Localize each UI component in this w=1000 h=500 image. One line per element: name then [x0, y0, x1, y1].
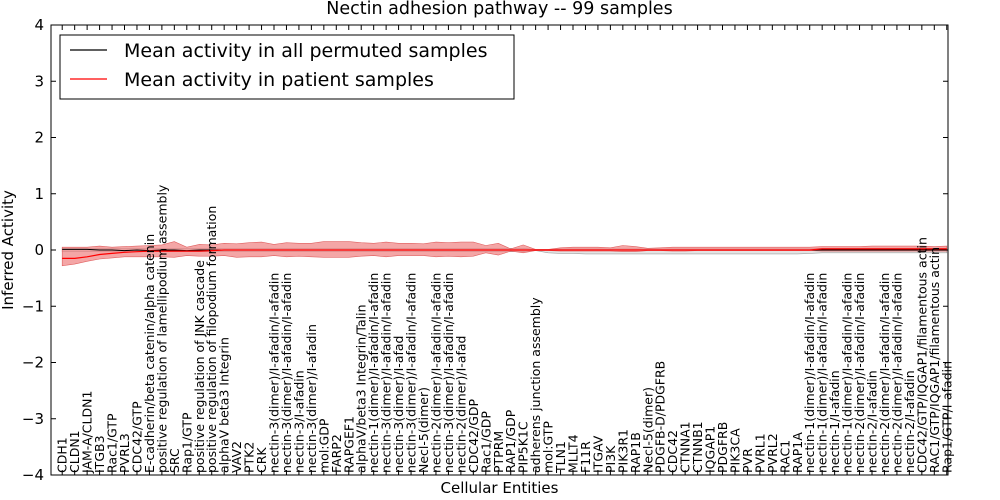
legend-label: Mean activity in all permuted samples [124, 40, 487, 62]
y-axis-title: Inferred Activity [0, 190, 17, 310]
patient-band [61, 241, 948, 267]
y-tick-label: −4 [22, 466, 44, 484]
x-axis-title: Cellular Entities [441, 479, 559, 497]
x-category-label: CDC42 [665, 430, 680, 473]
x-category-label: RAP1B [628, 432, 643, 473]
x-category-label: nectin-3/I-afadin [291, 370, 306, 473]
x-category-label: JAM-A/CLDN1 [80, 391, 95, 474]
y-tick-label: 2 [34, 129, 44, 147]
x-category-label: nectin-1(dimer)/I-afadin/I-afadin [815, 273, 830, 473]
x-category-label: MLLT4 [566, 434, 581, 473]
chart-title: Nectin adhesion pathway -- 99 samples [326, 0, 672, 19]
y-tick-label: 1 [34, 185, 44, 203]
legend-box [59, 34, 515, 100]
y-tick-label: −1 [22, 297, 44, 315]
x-category-label: CDC42/GTP [130, 401, 145, 473]
x-category-label: TLN1 [553, 441, 568, 474]
x-category-label: PVRL3 [117, 433, 132, 473]
x-category-label: CRK [254, 447, 269, 473]
x-category-label: nectin-2(dimer)/I-afadin/I-afadin [429, 273, 444, 473]
x-category-label: FARP2 [329, 434, 344, 473]
x-category-label: RAPGEF1 [341, 416, 356, 473]
y-tick-label: −3 [22, 410, 44, 428]
y-tick-label: 3 [34, 72, 44, 90]
x-category-label: nectin-1(dimer)/I-afadin/I-afadin [366, 273, 381, 473]
x-category-label: Necl-5(dimer) [416, 387, 431, 473]
legend: Mean activity in all permuted samples Mea… [59, 34, 515, 100]
x-category-label: CTNNA1 [678, 421, 693, 473]
x-category-label: mol:GTP [541, 421, 556, 473]
x-category-label: PDGFB-D/PDGFRB [653, 361, 668, 473]
x-category-label: IQGAP1 [703, 426, 718, 473]
x-category-label: alphaV beta3 Integrin [217, 337, 232, 473]
x-category-label: Rac1/GDP [478, 411, 493, 473]
x-category-label: E-cadherin/beta catenin/alpha catenin [142, 234, 157, 473]
x-category-label: PIP5K1C [516, 421, 531, 473]
x-category-label: PIK3R1 [615, 429, 630, 473]
x-category-label: adherens junction assembly [528, 297, 543, 473]
x-category-label: ITGAV [590, 435, 605, 473]
x-category-label: PI3K [603, 445, 618, 473]
y-tick-label: 0 [34, 241, 44, 259]
y-tick-label: 4 [34, 16, 44, 34]
x-category-label: CDH1 [55, 437, 70, 473]
x-category-label: PTK2 [242, 442, 257, 473]
x-category-label: RAC1 [777, 440, 792, 473]
x-category-label: nectin-3(dimer)/I-afadin/I-afadin [379, 273, 394, 473]
x-category-label: Rac1/GTP [105, 413, 120, 473]
x-category-label: nectin-1(dimer)/I-afadin/I-afadin [802, 273, 817, 473]
x-category-label: CTNNB1 [690, 421, 705, 473]
x-category-label: PIK3CA [728, 428, 743, 473]
x-category-label: Rap1/GTP/I-afadin [939, 361, 954, 473]
x-category-label: F11R [578, 441, 593, 473]
x-category-label: CLDN1 [67, 430, 82, 473]
x-category-label: nectin-3(dimer)/I-afadin [304, 324, 319, 473]
x-category-label: Necl-5(dimer) [640, 387, 655, 473]
x-category-label: nectin-2(dimer)/I-afadin/I-afadin [852, 273, 867, 473]
x-category-label: PVR [740, 448, 755, 473]
x-category-label: nectin-2/I-afadin [902, 370, 917, 473]
x-category-label: SRC [167, 448, 182, 473]
x-category-label: nectin-2(dimer)/I-afadin/I-afadin [889, 273, 904, 473]
x-category-label: PVRL1 [752, 433, 767, 473]
series-line-patient [62, 248, 947, 259]
x-category-label: CDC42/GTP/IQGAP1/filamentous actin [914, 237, 929, 473]
x-category-label: nectin-2/I-afadin [865, 370, 880, 473]
x-category-label: VAV2 [229, 441, 244, 473]
x-category-label: nectin-1(dimer)/I-afadin/I-afadin [840, 273, 855, 473]
x-category-label: nectin-3(dimer)/I-afad [391, 336, 406, 473]
x-category-label: positive regulation of lamellipodium ass… [154, 184, 169, 473]
y-tick-label: −2 [22, 354, 44, 372]
x-category-label: PDGFRB [715, 422, 730, 473]
x-category-label: nectin-3(dimer)/I-afadin/I-afadin [279, 273, 294, 473]
x-category-label: PTPRM [491, 431, 506, 473]
x-category-label: RAC1/GTP/IQGAP1/filamentous actin [927, 247, 942, 473]
x-category-label: mol:GDP [316, 418, 331, 473]
x-category-label: nectin-2(dimer)/I-afad [453, 336, 468, 473]
x-category-label: CDC42/GDP [466, 398, 481, 473]
x-category-label: nectin-2(dimer)/I-afadin/I-afadin [877, 273, 892, 473]
x-category-label: Rap1/GTP [179, 412, 194, 473]
x-category-label: nectin-1/I-afadin [827, 370, 842, 473]
x-category-label: positive regulation of JNK cascade [192, 260, 207, 473]
x-category-label: nectin-3(dimer)/I-afadin/I-afadin [267, 273, 282, 473]
x-category-label: nectin-3(dimer)/I-afadin/I-afadin [441, 273, 456, 473]
x-category-label: nectin-3(dimer)/I-afadin/I-afadin [404, 273, 419, 473]
x-category-label: PVRL2 [765, 433, 780, 473]
legend-label: Mean activity in patient samples [124, 69, 434, 91]
x-category-label: RAP1A [790, 432, 805, 473]
x-category-label: alphaV/beta3 Integrin/Talin [354, 305, 369, 474]
x-category-label: RAP1/GDP [503, 409, 518, 473]
x-category-label: ITGB3 [92, 435, 107, 473]
x-category-label: positive regulation of filopodium format… [204, 206, 219, 473]
